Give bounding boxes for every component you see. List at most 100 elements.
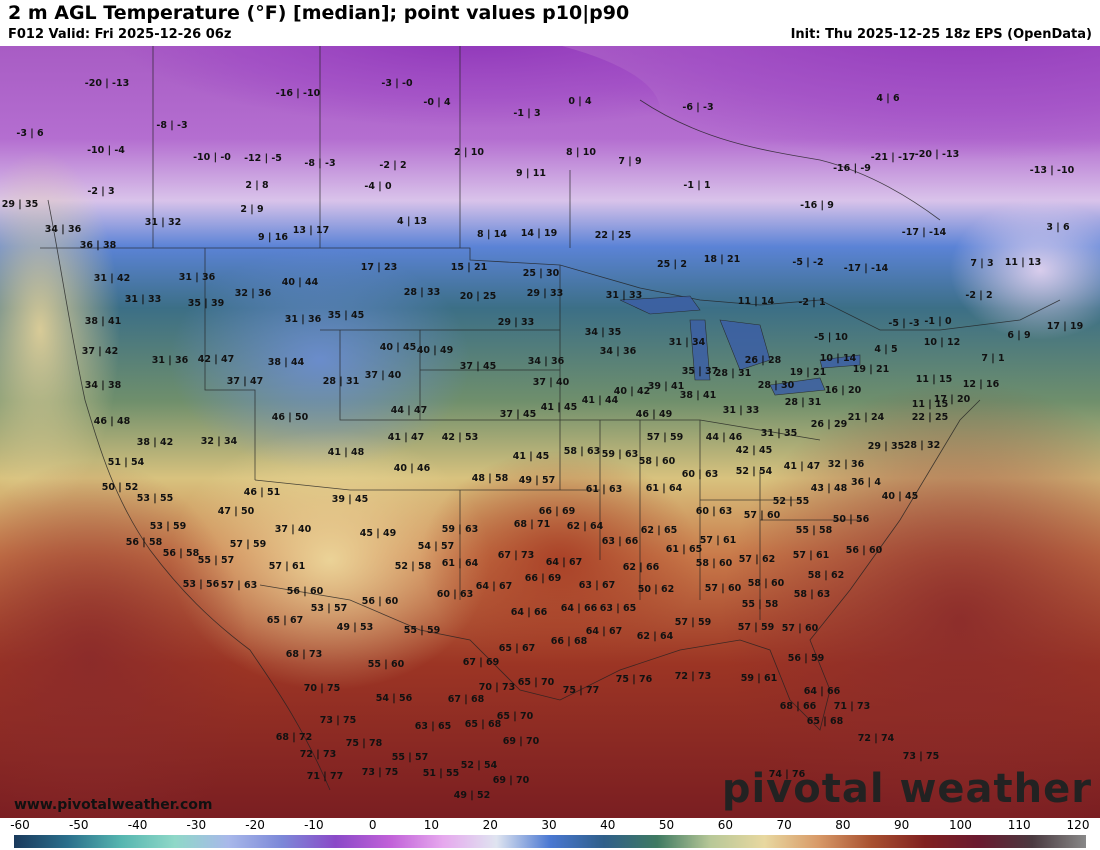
point-value-label: 58 | 63 (794, 589, 831, 600)
point-value-label: 68 | 73 (286, 649, 323, 660)
point-value-label: 31 | 32 (145, 217, 182, 228)
point-value-label: 10 | 12 (924, 337, 961, 348)
point-value-label: 31 | 35 (761, 428, 798, 439)
map-canvas: -20 | -13 -3 | 6 -8 | -3 -10 | -4 -10 | -0 -1… (0, 46, 1100, 818)
point-value-label: 71 | 77 (307, 771, 344, 782)
point-value-label: 11 | 14 (738, 296, 775, 307)
point-value-label: 65 | 68 (465, 719, 502, 730)
point-value-label: 11 | 15 (916, 374, 953, 385)
point-value-label: 20 | 25 (460, 291, 497, 302)
point-value-label: 58 | 60 (748, 578, 785, 589)
point-value-label: 29 | 35 (2, 199, 39, 210)
point-value-label: 4 | 6 (876, 93, 900, 104)
point-value-label: 75 | 77 (563, 685, 600, 696)
temperature-map[interactable]: -20 | -13 -3 | 6 -8 | -3 -10 | -4 -10 | -0 -1… (0, 46, 1100, 818)
point-value-label: 57 | 61 (700, 535, 737, 546)
point-value-label: -8 | -3 (304, 158, 335, 169)
point-value-label: 15 | 21 (451, 262, 488, 273)
point-value-label: 64 | 66 (561, 603, 598, 614)
point-value-label: 28 | 33 (404, 287, 441, 298)
point-value-label: 63 | 67 (579, 580, 616, 591)
point-value-label: 37 | 47 (227, 376, 264, 387)
point-value-label: 65 | 67 (267, 615, 304, 626)
point-value-label: -2 | 3 (87, 186, 114, 197)
point-value-label: 36 | 38 (80, 240, 117, 251)
point-value-label: 65 | 68 (807, 716, 844, 727)
point-value-label: -20 | -13 (85, 78, 129, 89)
point-value-label: 52 | 58 (395, 561, 432, 572)
point-value-label: 69 | 70 (493, 775, 530, 786)
point-value-label: 40 | 44 (282, 277, 319, 288)
point-value-label: 72 | 73 (300, 749, 337, 760)
point-value-label: 60 | 63 (682, 469, 719, 480)
point-value-label: -16 | -9 (833, 163, 871, 174)
point-value-label: 19 | 21 (853, 364, 890, 375)
point-value-label: 31 | 36 (152, 355, 189, 366)
point-value-label: 31 | 36 (285, 314, 322, 325)
point-value-label: 56 | 60 (362, 596, 399, 607)
site-credit[interactable]: www.pivotalweather.com (14, 797, 213, 813)
color-scale-tick-label: 120 (1066, 818, 1090, 832)
point-value-label: 34 | 35 (585, 327, 622, 338)
point-value-label: 49 | 57 (519, 475, 556, 486)
point-value-label: 41 | 47 (388, 432, 425, 443)
point-value-label: -2 | 2 (379, 160, 406, 171)
point-value-label: 28 | 31 (323, 376, 360, 387)
point-value-label: 29 | 33 (527, 288, 564, 299)
point-value-label: 7 | 9 (618, 156, 641, 167)
point-value-label: 2 | 10 (454, 147, 484, 158)
point-value-label: 46 | 48 (94, 416, 131, 427)
point-value-label: -1 | 3 (513, 108, 540, 119)
point-value-label: 42 | 53 (442, 432, 479, 443)
point-value-label: 75 | 78 (346, 738, 383, 749)
point-value-label: 4 | 5 (874, 344, 897, 355)
point-value-label: 72 | 73 (675, 671, 712, 682)
color-scale-tick-label: 0 (368, 818, 377, 832)
init-time: Init: Thu 2025-12-25 18z EPS (OpenData) (790, 27, 1092, 42)
color-scale-tick-label: 20 (482, 818, 498, 832)
point-value-label: 50 | 52 (102, 482, 139, 493)
point-value-label: 48 | 58 (472, 473, 509, 484)
point-value-label: 68 | 66 (780, 701, 817, 712)
point-value-label: 26 | 29 (811, 419, 848, 430)
point-value-label: 51 | 54 (108, 457, 145, 468)
point-value-label: 68 | 71 (514, 519, 551, 530)
color-scale-tick-label: -50 (68, 818, 89, 832)
point-value-label: -5 | 10 (814, 332, 848, 343)
point-value-label: 65 | 67 (499, 643, 536, 654)
point-value-label: 40 | 45 (380, 342, 417, 353)
point-value-label: 66 | 68 (551, 636, 588, 647)
point-value-label: 31 | 34 (669, 337, 706, 348)
header: 2 m AGL Temperature (°F) [median]; point… (0, 0, 1100, 46)
point-value-label: 55 | 58 (796, 525, 833, 536)
point-value-label: 40 | 42 (614, 386, 651, 397)
point-value-label: 59 | 63 (442, 524, 479, 535)
point-value-label: -16 | 9 (800, 200, 834, 211)
color-scale-tick-label: 90 (894, 818, 910, 832)
point-value-label: 35 | 45 (328, 310, 365, 321)
point-value-label: 37 | 45 (500, 409, 537, 420)
point-value-label: 57 | 63 (221, 580, 258, 591)
point-value-label: -6 | -3 (682, 102, 713, 113)
point-value-label: 39 | 45 (332, 494, 369, 505)
point-value-label: 31 | 36 (179, 272, 216, 283)
point-value-label: 52 | 55 (773, 496, 810, 507)
point-value-label: 50 | 62 (638, 584, 675, 595)
point-value-label: 67 | 69 (463, 657, 500, 668)
point-value-label: 65 | 70 (497, 711, 534, 722)
point-value-label: 28 | 31 (785, 397, 822, 408)
point-value-label: 37 | 40 (275, 524, 312, 535)
point-value-label: 64 | 67 (586, 626, 623, 637)
point-value-label: 57 | 60 (782, 623, 819, 634)
point-value-label: 31 | 33 (125, 294, 162, 305)
point-value-label: -3 | 6 (16, 128, 44, 139)
point-value-label: 58 | 60 (696, 558, 733, 569)
point-value-label: 42 | 47 (198, 354, 235, 365)
point-value-label: 55 | 59 (404, 625, 441, 636)
color-scale-tick-label: 60 (717, 818, 733, 832)
point-value-label: -2 | 2 (965, 290, 992, 301)
point-value-label: 63 | 66 (602, 536, 639, 547)
point-value-label: 31 | 33 (723, 405, 760, 416)
point-value-label: -3 | -0 (381, 78, 413, 89)
point-value-label: 41 | 44 (582, 395, 619, 406)
